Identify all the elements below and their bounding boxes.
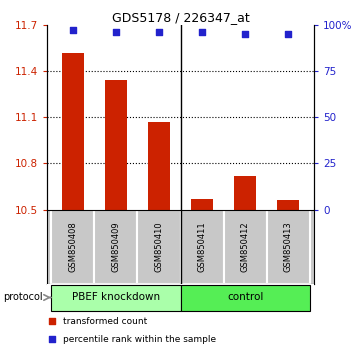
Bar	[180, 210, 223, 284]
Bar	[223, 210, 267, 284]
Text: GSM850408: GSM850408	[68, 221, 77, 272]
Point	[70, 28, 76, 33]
Title: GDS5178 / 226347_at: GDS5178 / 226347_at	[112, 11, 249, 24]
Text: transformed count: transformed count	[63, 317, 147, 326]
Text: GSM850410: GSM850410	[155, 221, 164, 272]
Point	[113, 29, 119, 35]
Point	[199, 29, 205, 35]
Text: control: control	[227, 292, 263, 302]
Bar	[278, 200, 299, 210]
Bar	[51, 285, 180, 311]
Point	[156, 29, 162, 35]
Text: protocol: protocol	[4, 292, 43, 302]
Text: GSM850413: GSM850413	[284, 221, 293, 272]
Bar	[94, 210, 138, 284]
Bar	[148, 122, 170, 210]
Bar	[51, 210, 94, 284]
Bar	[105, 80, 127, 210]
Bar	[234, 176, 256, 210]
Bar	[191, 199, 213, 210]
Point	[242, 31, 248, 37]
Point	[49, 318, 55, 324]
Text: GSM850409: GSM850409	[112, 221, 120, 272]
Bar	[267, 210, 310, 284]
Point	[285, 31, 291, 37]
Point	[49, 337, 55, 342]
Text: percentile rank within the sample: percentile rank within the sample	[63, 335, 216, 344]
Bar	[138, 210, 180, 284]
Text: GSM850411: GSM850411	[197, 221, 206, 272]
Bar	[180, 285, 310, 311]
Text: PBEF knockdown: PBEF knockdown	[72, 292, 160, 302]
Bar	[62, 52, 83, 210]
Text: GSM850412: GSM850412	[241, 221, 249, 272]
